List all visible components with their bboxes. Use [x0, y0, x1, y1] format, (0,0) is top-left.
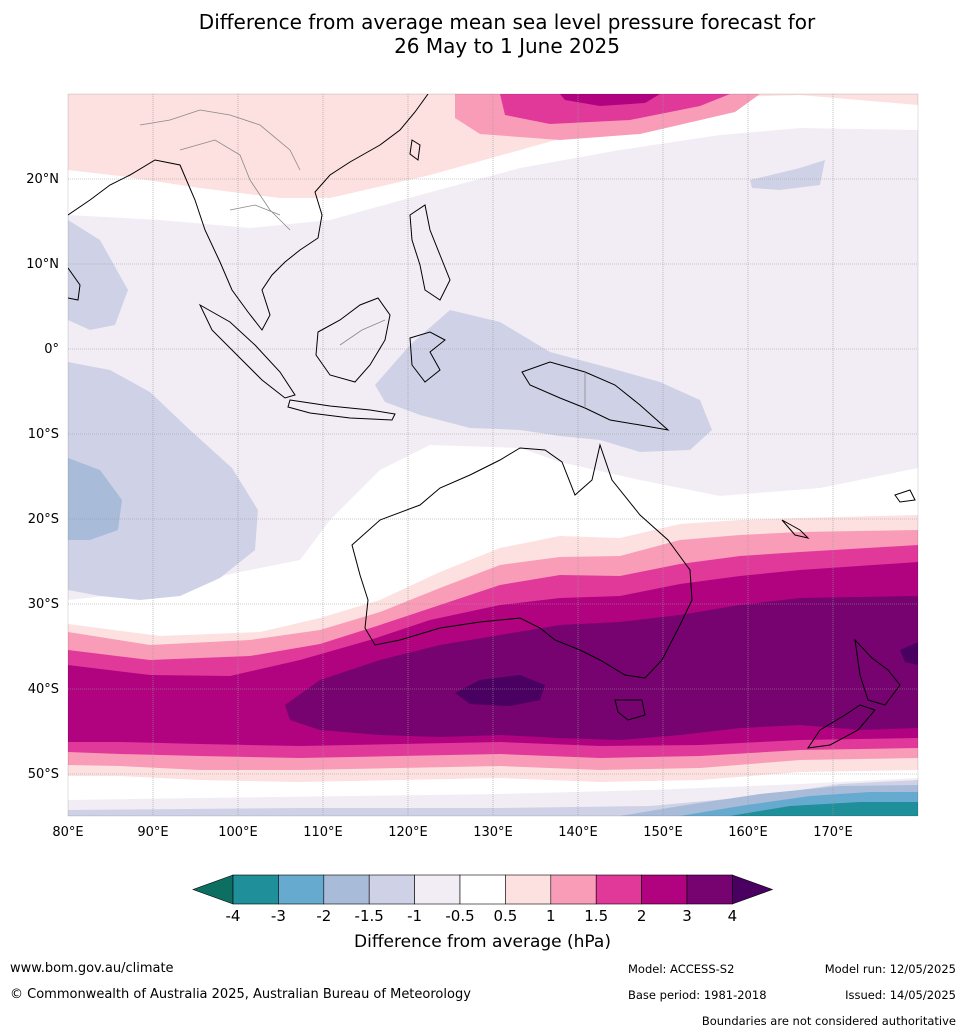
borneo-border: [339, 319, 386, 346]
new-zealand-north-coastline: [854, 638, 901, 706]
north-magenta: [500, 94, 730, 124]
colorbar-segment: [323, 874, 370, 905]
lon-label: 80°E: [52, 825, 83, 840]
footer-disclaimer: Boundaries are not considered authoritat…: [701, 1014, 956, 1028]
north-dark-magenta: [560, 94, 660, 106]
south-indian-blue-patch: [68, 362, 258, 600]
lat-label: 20°S: [28, 512, 59, 527]
tasman-deep-purple: [900, 642, 918, 665]
colorbar-segment: [505, 874, 552, 905]
colorbar-tick: 4: [728, 907, 738, 925]
new-guinea-coastline: [521, 361, 670, 431]
lon-label: 150°E: [643, 825, 683, 840]
colorbar-segment: [641, 874, 688, 905]
colorbar-segment: [686, 874, 733, 905]
mainland-asia-borders: [139, 109, 301, 231]
footer-model: Model: ACCESS-S2: [628, 962, 735, 976]
taiwan-coastline: [409, 139, 421, 161]
lon-label: 130°E: [473, 825, 513, 840]
colorbar-extend-high: [732, 874, 774, 905]
lon-label: 110°E: [303, 825, 343, 840]
colorbar-tick: -2: [316, 907, 331, 925]
lon-label: 140°E: [558, 825, 598, 840]
new-caledonia-coastline: [781, 519, 810, 539]
footer-issued: Issued: 14/05/2025: [845, 988, 956, 1002]
map-frame: [67, 93, 919, 817]
lon-label: 160°E: [728, 825, 768, 840]
title-line-2: 26 May to 1 June 2025: [394, 34, 620, 58]
lat-label: 20°N: [26, 172, 59, 187]
colorbar-extend-low: [192, 874, 234, 905]
map-title: Difference from average mean sea level p…: [0, 10, 965, 58]
lat-label: 10°N: [26, 257, 59, 272]
new-zealand-south-coastline: [806, 704, 876, 749]
coastlines: [68, 94, 916, 749]
lat-label: 30°S: [28, 597, 59, 612]
latitude-labels: 20°N 10°N 0° 10°S 20°S 30°S 40°S 50°S: [26, 172, 59, 782]
sulawesi-coastline: [409, 331, 446, 383]
footer-base-period: Base period: 1981-2018: [628, 988, 767, 1002]
colorbar-segment: [232, 874, 279, 905]
south-purple-core: [285, 596, 918, 740]
asia-coastline: [68, 94, 429, 331]
borneo-coastline: [315, 297, 391, 383]
footer-model-run: Model run: 12/05/2025: [824, 962, 956, 976]
west-indian-blue-patch: [68, 220, 128, 330]
longitude-labels: 80°E 90°E 100°E 110°E 120°E 130°E 140°E …: [52, 825, 852, 840]
colorbar-tick: 1: [546, 907, 556, 925]
colorbar-segment: [278, 874, 325, 905]
footer-copyright: © Commonwealth of Australia 2025, Austra…: [10, 987, 471, 1002]
footer-website: www.bom.gov.au/climate: [10, 961, 174, 976]
colorbar-tick: 2: [637, 907, 647, 925]
maritime-blue-patch: [375, 310, 712, 452]
lat-label: 50°S: [28, 767, 59, 782]
java-coastline: [287, 399, 396, 421]
title-line-1: Difference from average mean sea level p…: [198, 10, 816, 34]
colorbar-tick: 3: [682, 907, 692, 925]
colorbar-segment: [414, 874, 461, 905]
lat-label: 10°S: [28, 427, 59, 442]
colorbar-tick: 0.5: [493, 907, 517, 925]
south-indian-deeper-patch: [68, 458, 122, 540]
lon-label: 100°E: [218, 825, 258, 840]
colorbar-tick-labels: -4 -3 -2 -1.5 -1 -0.5 0.5 1 1.5 2 3 4: [226, 907, 738, 925]
colorbar: [192, 874, 774, 905]
colorbar-tick: -0.5: [445, 907, 474, 925]
colorbar-segment: [368, 874, 415, 905]
colorbar-tick: -3: [271, 907, 286, 925]
far-south-teal: [730, 802, 918, 816]
lon-label: 120°E: [388, 825, 428, 840]
colorbar-label: Difference from average (hPa): [354, 932, 611, 952]
philippines-coastline: [409, 204, 451, 301]
lat-label: 40°S: [28, 682, 59, 697]
colorbar-tick: 1.5: [584, 907, 608, 925]
colorbar-segment: [550, 874, 597, 905]
colorbar-tick: -1: [407, 907, 422, 925]
lon-label: 90°E: [137, 825, 168, 840]
sumatra-coastline: [198, 303, 296, 399]
pacific-blue-patch: [750, 160, 825, 190]
colorbar-segment: [595, 874, 642, 905]
colorbar-segment: [459, 874, 506, 905]
australia-coastline: [351, 443, 693, 679]
tasmania-coastline: [614, 699, 646, 721]
country-borders: [139, 109, 586, 408]
fiji-coastline: [894, 489, 916, 503]
lon-label: 170°E: [813, 825, 853, 840]
gridlines: [68, 94, 918, 816]
lat-label: 0°: [44, 342, 59, 357]
south-deep-purple-core: [455, 675, 545, 706]
india-coastline: [68, 267, 81, 301]
colorbar-tick: -4: [226, 907, 241, 925]
colorbar-tick: -1.5: [355, 907, 384, 925]
